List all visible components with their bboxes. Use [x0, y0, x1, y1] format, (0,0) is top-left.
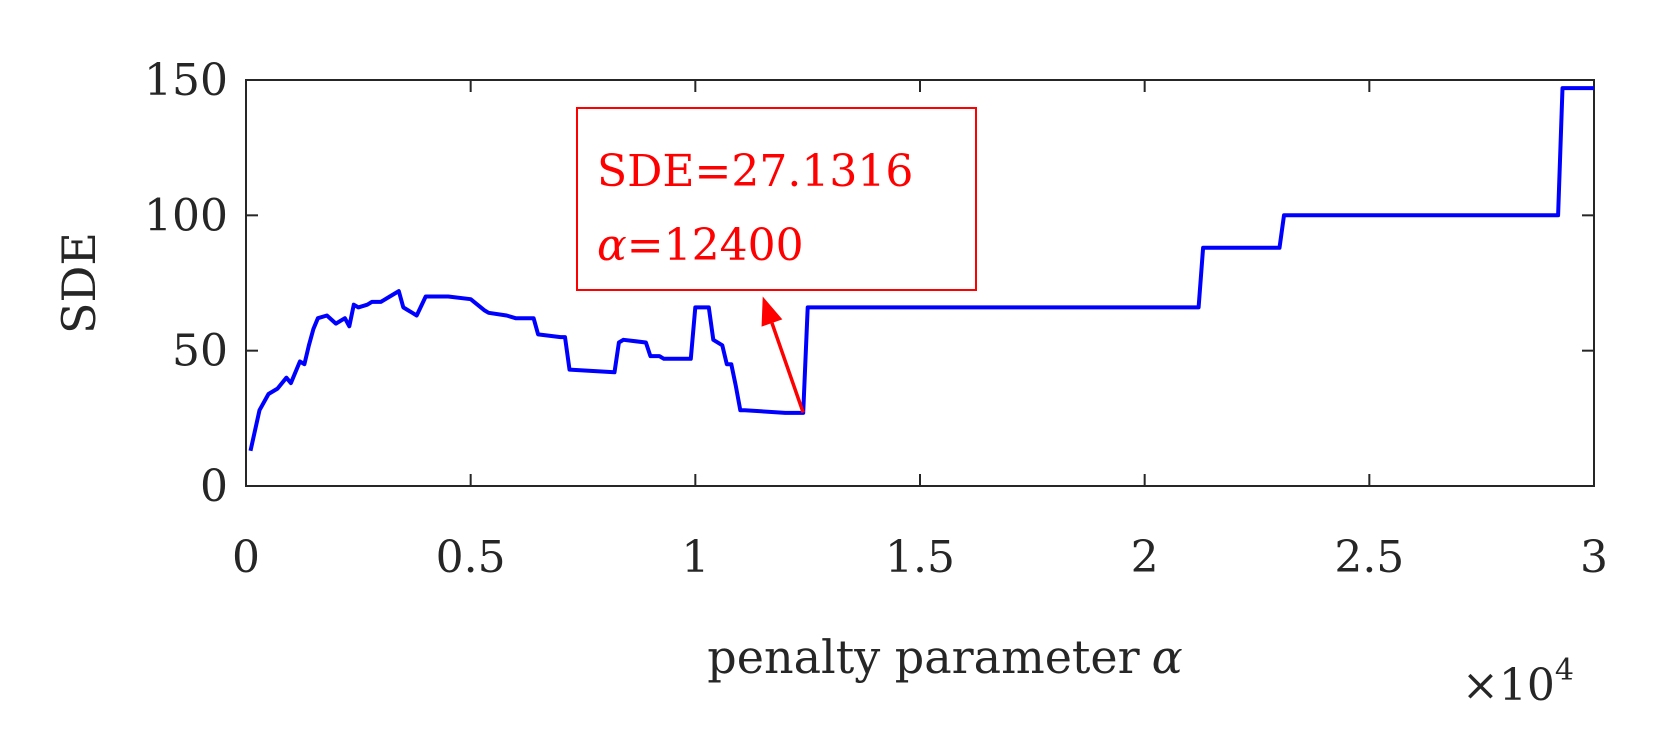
y-tick-label: 100 [144, 190, 228, 241]
series-line [248, 86, 1594, 452]
x-tick-label: 1 [681, 532, 709, 583]
x-tick-label: 3 [1580, 532, 1608, 583]
annotation-alpha-value: =12400 [627, 220, 804, 271]
y-axis-label: SDE [52, 232, 106, 334]
annotation-line-sde: SDE=27.1316 [597, 146, 913, 197]
x-axis-ticks: 0 0.5 1 1.5 2 2.5 3 [232, 80, 1608, 583]
annotation-arrowhead [761, 296, 783, 327]
x-axis-label-text: penalty parameter [707, 630, 1139, 684]
annotation: SDE=27.1316 α=12400 [576, 107, 977, 414]
annotation-line-alpha: α=12400 [597, 220, 804, 271]
y-tick-label: 50 [172, 326, 228, 377]
x-multiplier-base: ×10 [1462, 660, 1555, 711]
x-axis-label: penalty parameter α [707, 630, 1182, 684]
annotation-arrow [770, 322, 805, 414]
x-axis-multiplier: ×104 [1462, 653, 1574, 711]
y-axis-ticks: 0 50 100 150 [144, 55, 1594, 512]
x-tick-label: 0 [232, 532, 260, 583]
annotation-box [576, 107, 977, 291]
y-tick-label: 0 [200, 461, 228, 512]
x-multiplier-exponent: 4 [1555, 653, 1574, 688]
plot-area [245, 79, 1595, 487]
x-tick-label: 2 [1131, 532, 1159, 583]
x-tick-label: 0.5 [436, 532, 506, 583]
y-tick-label: 150 [144, 55, 228, 106]
x-axis-label-symbol: α [1152, 630, 1183, 684]
x-tick-label: 2.5 [1334, 532, 1404, 583]
annotation-alpha-symbol: α [597, 220, 627, 271]
x-tick-label: 1.5 [885, 532, 955, 583]
